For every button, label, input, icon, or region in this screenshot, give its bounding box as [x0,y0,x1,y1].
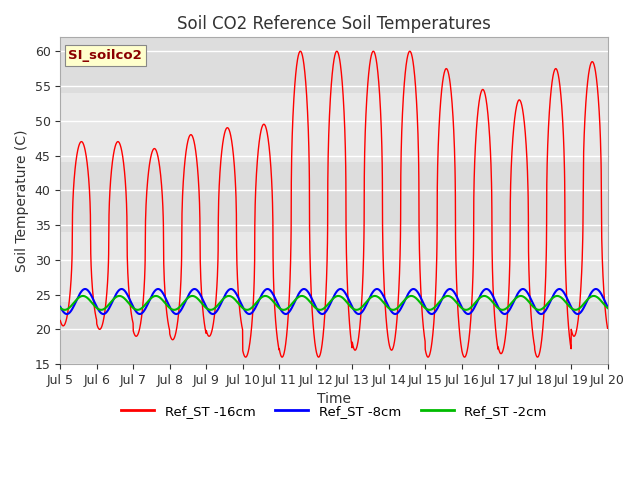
X-axis label: Time: Time [317,392,351,407]
Bar [60,37,607,93]
Bar [60,232,607,301]
Text: SI_soilco2: SI_soilco2 [68,49,142,62]
Bar [60,162,607,232]
Y-axis label: Soil Temperature (C): Soil Temperature (C) [15,130,29,272]
Bar [60,93,607,162]
Bar [60,301,607,364]
Title: Soil CO2 Reference Soil Temperatures: Soil CO2 Reference Soil Temperatures [177,15,491,33]
Legend: Ref_ST -16cm, Ref_ST -8cm, Ref_ST -2cm: Ref_ST -16cm, Ref_ST -8cm, Ref_ST -2cm [116,399,552,423]
